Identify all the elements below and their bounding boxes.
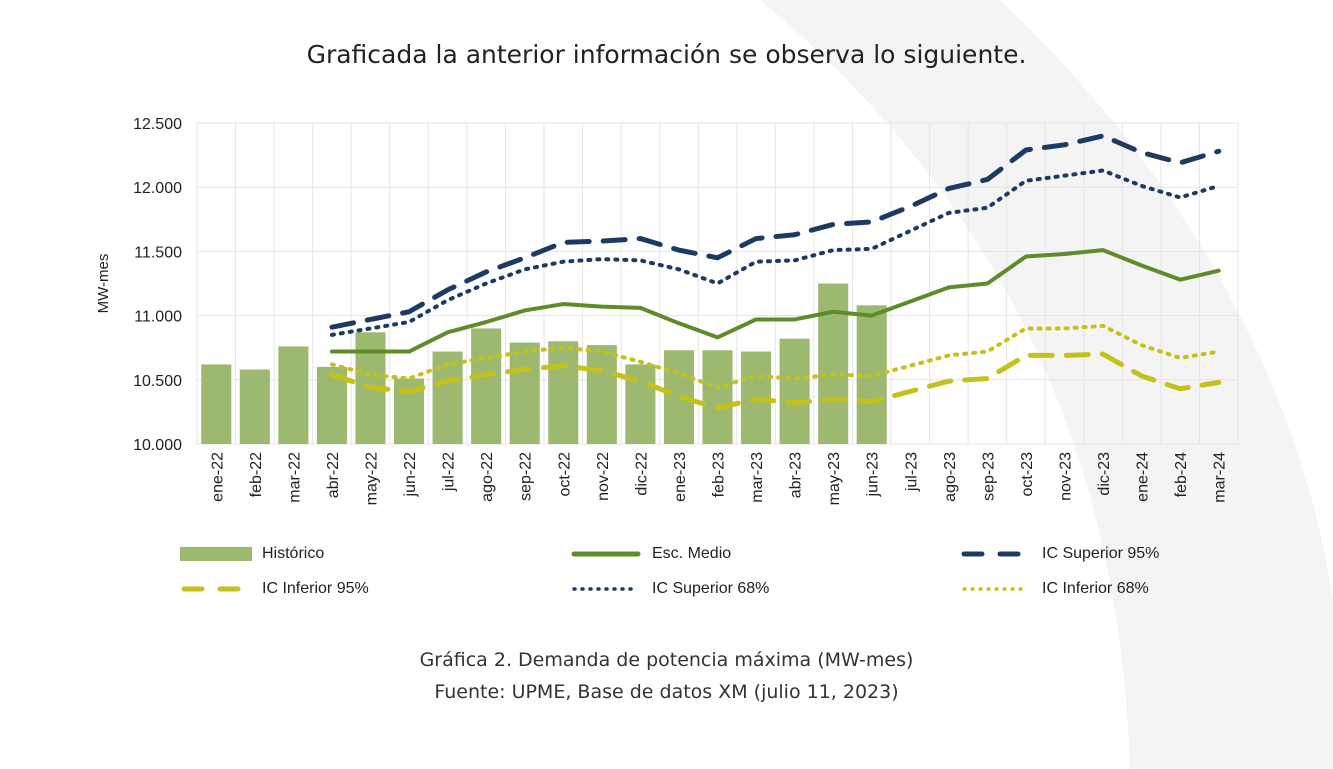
page-title: Graficada la anterior información se obs… <box>306 40 1027 69</box>
legend-label: Esc. Medio <box>652 545 732 562</box>
bar-historico <box>239 369 270 444</box>
x-tick-label: jul-22 <box>441 452 458 492</box>
figure-source: Fuente: UPME, Base de datos XM (julio 11… <box>434 681 899 703</box>
legend-swatch <box>181 586 251 592</box>
y-tick-label: 11.500 <box>134 244 182 261</box>
legend-item: Esc. Medio <box>570 545 731 563</box>
x-tick-label: nov-23 <box>1058 452 1075 501</box>
x-tick-label: may-23 <box>826 452 843 505</box>
series-line-esc-medio <box>329 248 1221 354</box>
x-tick-label: abr-23 <box>788 452 805 498</box>
bar-historico <box>471 328 502 444</box>
y-tick-label: 12.000 <box>133 180 182 197</box>
x-tick-label: oct-22 <box>556 452 573 497</box>
series-line-ic-inferior-68- <box>329 323 1221 390</box>
bar-historico <box>509 342 540 444</box>
x-tick-label: jun-23 <box>865 452 882 498</box>
y-tick-label: 10.500 <box>133 373 182 390</box>
legend-swatch <box>962 587 1030 591</box>
x-tick-label: oct-23 <box>1019 452 1036 497</box>
bar-historico <box>702 350 733 444</box>
x-tick-label: nov-22 <box>595 452 612 501</box>
series-line-ic-inferior-95- <box>329 351 1222 411</box>
x-tick-label: ago-23 <box>942 452 959 502</box>
x-tick-label: jul-23 <box>903 452 920 492</box>
y-tick-label: 11.000 <box>134 309 182 326</box>
legend-label: IC Inferior 68% <box>1042 580 1149 597</box>
x-tick-label: mar-22 <box>286 452 303 503</box>
x-tick-label: ago-22 <box>479 452 496 502</box>
x-tick-label: jun-22 <box>402 452 419 498</box>
x-tick-label: mar-23 <box>749 452 766 503</box>
series-line-ic-superior-95- <box>329 133 1222 330</box>
x-tick-label: feb-22 <box>248 452 265 497</box>
legend-label: IC Superior 68% <box>652 580 770 597</box>
x-tick-label: sep-22 <box>518 452 535 501</box>
x-tick-label: ene-24 <box>1135 452 1152 502</box>
bar-historico <box>278 346 309 444</box>
bar-historico <box>586 345 617 444</box>
y-tick-label: 10.000 <box>133 437 182 454</box>
x-tick-label: ene-23 <box>672 452 689 502</box>
legend-swatch <box>180 547 252 561</box>
x-tick-label: sep-23 <box>980 452 997 501</box>
legend-label: IC Superior 95% <box>1042 545 1160 562</box>
x-tick-label: may-22 <box>364 452 381 505</box>
bar-historico <box>201 364 232 444</box>
bar-historico <box>818 283 849 444</box>
legend-label: IC Inferior 95% <box>262 580 369 597</box>
legend-item: Histórico <box>180 545 324 563</box>
background-decoration <box>760 0 1333 769</box>
series-line-ic-superior-68- <box>329 168 1221 337</box>
x-tick-label: mar-24 <box>1212 452 1229 503</box>
legend-item: IC Inferior 95% <box>180 580 369 598</box>
x-tick-label: ene-22 <box>209 452 226 502</box>
legend-item: IC Superior 95% <box>960 545 1159 563</box>
legend-swatch <box>572 587 640 591</box>
y-tick-label: 12.500 <box>133 116 182 133</box>
legend-label: Histórico <box>262 545 325 562</box>
legend-swatch <box>571 551 641 557</box>
x-tick-label: dic-23 <box>1096 452 1113 496</box>
bar-historico <box>548 341 579 444</box>
x-tick-label: abr-22 <box>325 452 342 498</box>
legend-item: IC Superior 68% <box>570 580 769 598</box>
bar-historico <box>779 338 810 444</box>
x-tick-label: feb-23 <box>711 452 728 497</box>
legend-swatch <box>961 551 1031 557</box>
y-axis-label: MW-mes <box>95 254 112 314</box>
x-tick-label: feb-24 <box>1173 452 1190 497</box>
legend-item: IC Inferior 68% <box>960 580 1149 598</box>
figure-caption: Gráfica 2. Demanda de potencia máxima (M… <box>419 649 914 671</box>
x-tick-label: dic-22 <box>633 452 650 496</box>
